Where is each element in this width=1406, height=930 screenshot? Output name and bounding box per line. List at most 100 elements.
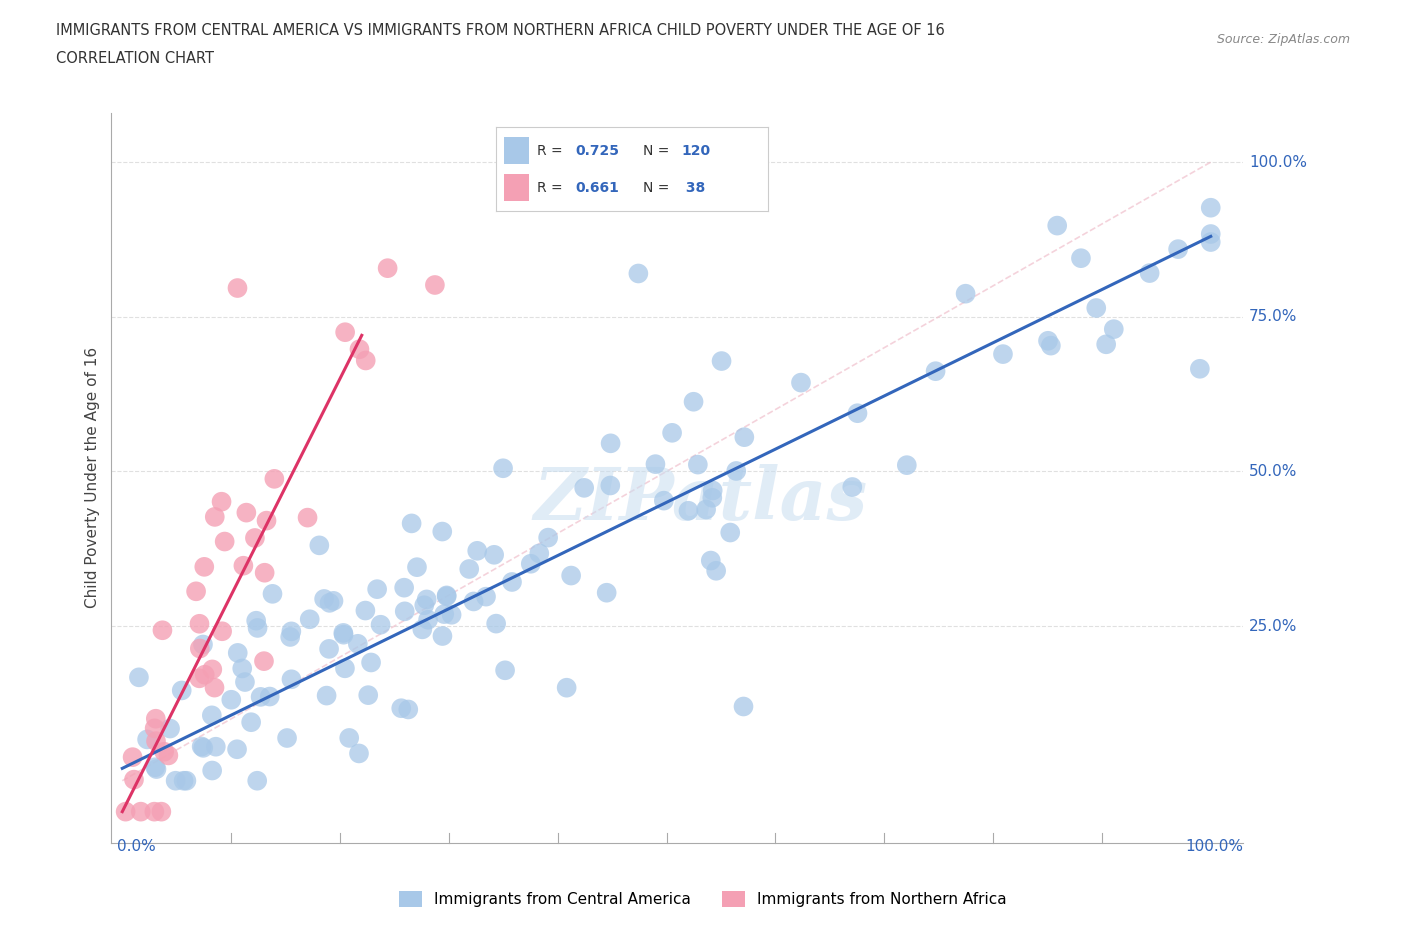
Point xyxy=(955,286,977,301)
Point xyxy=(201,708,224,723)
Point xyxy=(226,742,249,757)
Point xyxy=(896,458,918,472)
Point xyxy=(176,773,198,788)
Text: 0.0%: 0.0% xyxy=(117,840,156,855)
Point xyxy=(129,804,152,819)
Point xyxy=(280,624,302,639)
Point xyxy=(165,773,187,788)
Point xyxy=(440,607,463,622)
Point xyxy=(396,702,419,717)
Point xyxy=(193,740,215,755)
Point xyxy=(924,364,946,379)
Text: IMMIGRANTS FROM CENTRAL AMERICA VS IMMIGRANTS FROM NORTHERN AFRICA CHILD POVERTY: IMMIGRANTS FROM CENTRAL AMERICA VS IMMIG… xyxy=(56,23,945,38)
Point xyxy=(235,505,257,520)
Point xyxy=(246,773,269,788)
Point xyxy=(354,604,377,618)
Point xyxy=(128,670,150,684)
Point xyxy=(492,461,515,476)
Point xyxy=(143,760,166,775)
Point xyxy=(153,744,176,759)
Point xyxy=(226,281,249,296)
Point xyxy=(122,772,145,787)
Point xyxy=(416,612,439,627)
Point xyxy=(560,568,582,583)
Point xyxy=(231,661,253,676)
Point xyxy=(389,701,412,716)
Point xyxy=(314,591,336,606)
Point xyxy=(152,623,174,638)
Point xyxy=(702,483,724,498)
Point xyxy=(188,641,211,656)
Point xyxy=(145,762,167,777)
Point xyxy=(790,375,813,390)
Point xyxy=(501,575,523,590)
Point xyxy=(465,543,488,558)
Text: Source: ZipAtlas.com: Source: ZipAtlas.com xyxy=(1216,33,1350,46)
Point xyxy=(700,553,723,568)
Point xyxy=(682,394,704,409)
Point xyxy=(332,627,354,642)
Point xyxy=(191,637,214,652)
Point xyxy=(145,734,167,749)
Point xyxy=(702,490,724,505)
Point xyxy=(347,746,370,761)
Point xyxy=(173,773,195,788)
Point xyxy=(121,750,143,764)
Point xyxy=(413,598,436,613)
Point xyxy=(415,592,437,607)
Point xyxy=(253,654,276,669)
Point xyxy=(529,546,551,561)
Point xyxy=(1199,200,1222,215)
Point xyxy=(710,353,733,368)
Point xyxy=(733,699,755,714)
Point xyxy=(725,463,748,478)
Point xyxy=(432,629,454,644)
Point xyxy=(733,430,755,445)
Point xyxy=(644,457,666,472)
Point xyxy=(537,530,560,545)
Point xyxy=(245,613,267,628)
Point xyxy=(211,494,233,509)
Point xyxy=(695,502,717,517)
Point xyxy=(346,636,368,651)
Point xyxy=(436,588,458,603)
Point xyxy=(411,622,433,637)
Legend: Immigrants from Central America, Immigrants from Northern Africa: Immigrants from Central America, Immigra… xyxy=(394,884,1012,913)
Point xyxy=(432,525,454,539)
Point xyxy=(211,624,233,639)
Point xyxy=(572,481,595,496)
Point xyxy=(433,606,456,621)
Point xyxy=(253,565,276,580)
Point xyxy=(256,513,278,528)
Point xyxy=(1046,219,1069,233)
Point xyxy=(143,721,166,736)
Point xyxy=(190,739,212,754)
Text: 50.0%: 50.0% xyxy=(1249,464,1298,479)
Point xyxy=(1095,337,1118,352)
Point xyxy=(1199,234,1222,249)
Point xyxy=(991,347,1014,362)
Point xyxy=(1070,251,1092,266)
Point xyxy=(243,530,266,545)
Point xyxy=(520,556,543,571)
Point xyxy=(232,558,254,573)
Point xyxy=(846,405,869,420)
Point xyxy=(297,511,319,525)
Point xyxy=(841,480,863,495)
Point xyxy=(401,516,423,531)
Point xyxy=(150,804,173,819)
Text: 100.0%: 100.0% xyxy=(1185,840,1243,855)
Point xyxy=(436,589,458,604)
Point xyxy=(263,472,285,486)
Point xyxy=(184,584,207,599)
Point xyxy=(394,604,416,618)
Point xyxy=(406,560,429,575)
Point xyxy=(315,688,337,703)
Point xyxy=(278,630,301,644)
Point xyxy=(704,564,727,578)
Point xyxy=(280,671,302,686)
Text: ZIPatlas: ZIPatlas xyxy=(533,464,868,535)
Point xyxy=(240,715,263,730)
Text: 75.0%: 75.0% xyxy=(1249,310,1298,325)
Point xyxy=(494,663,516,678)
